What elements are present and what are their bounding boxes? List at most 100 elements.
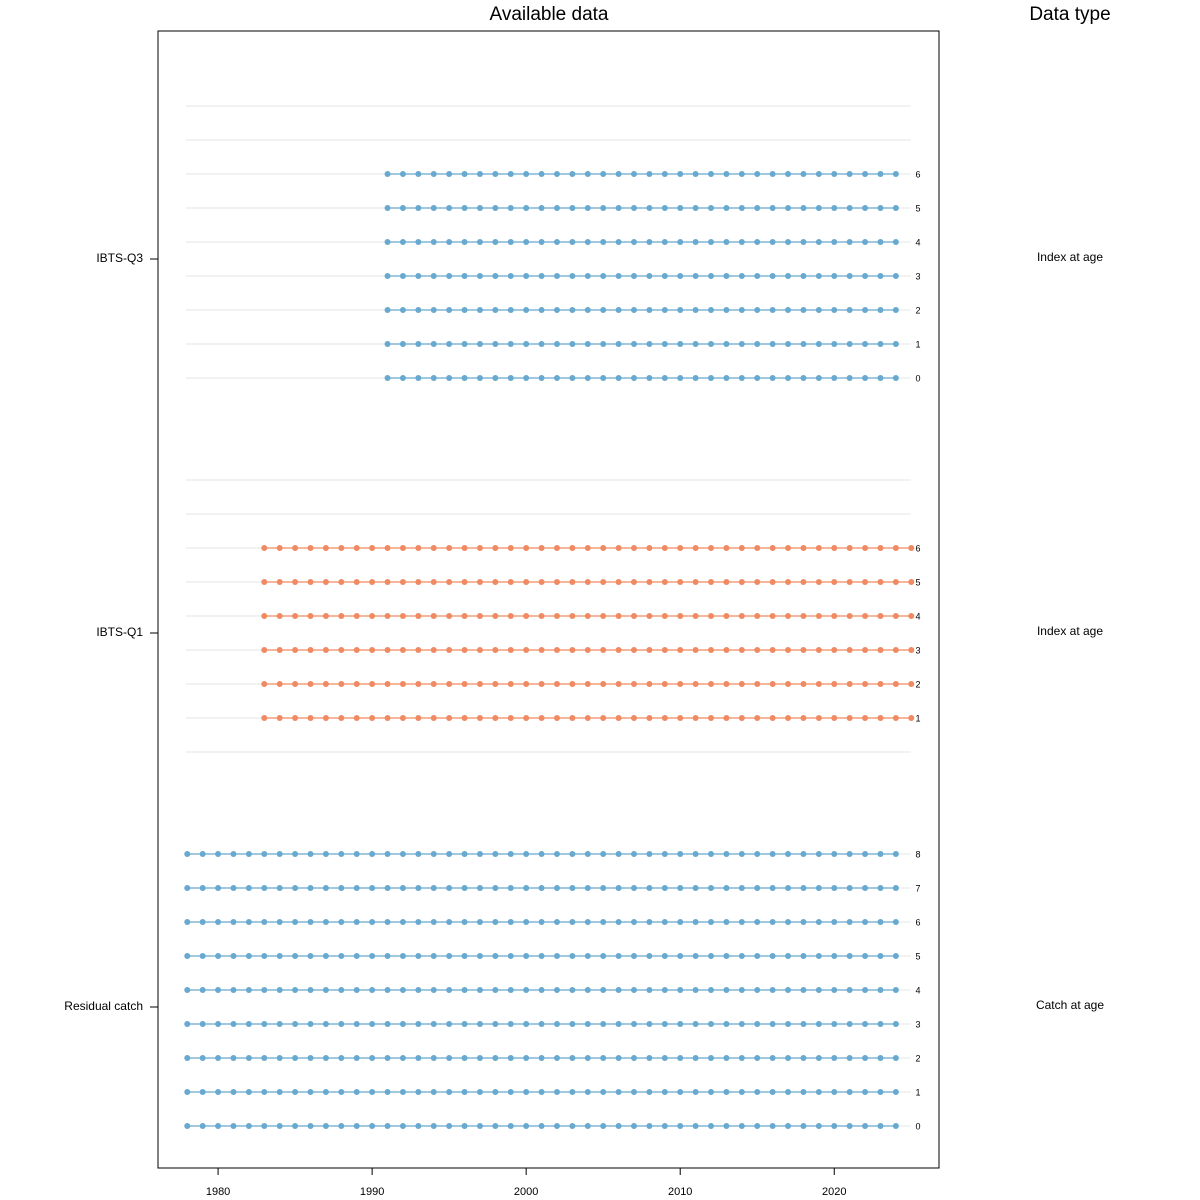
year-dot [692, 579, 699, 585]
year-dot [307, 715, 314, 721]
year-dot [584, 647, 591, 653]
year-dot [846, 987, 853, 993]
year-dot [261, 715, 268, 721]
year-dot [245, 1021, 252, 1027]
year-dot [476, 885, 483, 891]
year-dot [492, 919, 499, 925]
year-dot [492, 647, 499, 653]
year-dot [769, 987, 776, 993]
year-dot [523, 885, 530, 891]
year-dot [292, 1055, 299, 1061]
year-dot [215, 1089, 222, 1095]
year-dot [846, 205, 853, 211]
year-dot [815, 545, 822, 551]
year-dot [584, 613, 591, 619]
year-dot [553, 545, 560, 551]
year-dot [815, 681, 822, 687]
year-dot [615, 851, 622, 857]
year-dot [430, 579, 437, 585]
year-dot [862, 953, 869, 959]
year-dot [846, 273, 853, 279]
year-dot [754, 1021, 761, 1027]
year-dot [630, 341, 637, 347]
year-dot [199, 953, 206, 959]
year-dot [476, 1021, 483, 1027]
year-dot [846, 919, 853, 925]
year-dot [677, 545, 684, 551]
year-dot [569, 205, 576, 211]
year-dot [692, 953, 699, 959]
year-dot [461, 171, 468, 177]
year-dot [862, 1055, 869, 1061]
year-dot [800, 987, 807, 993]
year-dot [831, 579, 838, 585]
age-label: 4 [915, 985, 920, 995]
year-dot [415, 307, 422, 313]
year-dot [461, 919, 468, 925]
age-label: 5 [915, 577, 920, 587]
year-dot [384, 239, 391, 245]
year-dot [507, 1021, 514, 1027]
year-dot [322, 1123, 329, 1129]
year-dot [476, 987, 483, 993]
year-dot [353, 1089, 360, 1095]
year-dot [399, 647, 406, 653]
year-dot [862, 613, 869, 619]
year-dot [199, 1055, 206, 1061]
year-dot [708, 1089, 715, 1095]
year-dot [785, 273, 792, 279]
year-dot [815, 851, 822, 857]
year-dot [738, 1055, 745, 1061]
year-dot [538, 239, 545, 245]
year-dot [800, 1055, 807, 1061]
year-dot [677, 1021, 684, 1027]
age-label: 3 [915, 1019, 920, 1029]
year-dot [569, 171, 576, 177]
year-dot [276, 681, 283, 687]
year-dot [430, 341, 437, 347]
year-dot [492, 171, 499, 177]
year-dot [877, 1089, 884, 1095]
year-dot [492, 579, 499, 585]
year-dot [430, 613, 437, 619]
year-dot [646, 681, 653, 687]
year-dot [492, 885, 499, 891]
year-dot [785, 171, 792, 177]
year-dot [476, 851, 483, 857]
year-dot [507, 851, 514, 857]
year-dot [353, 851, 360, 857]
year-dot [338, 579, 345, 585]
year-dot [276, 885, 283, 891]
year-dot [877, 715, 884, 721]
year-dot [677, 579, 684, 585]
age-label: 6 [915, 169, 920, 179]
year-dot [292, 885, 299, 891]
year-dot [615, 613, 622, 619]
year-dot [708, 205, 715, 211]
year-dot [538, 1089, 545, 1095]
year-dot [446, 205, 453, 211]
year-dot [723, 375, 730, 381]
year-dot [307, 681, 314, 687]
year-dot [877, 579, 884, 585]
year-dot [507, 579, 514, 585]
year-dot [492, 341, 499, 347]
year-dot [384, 953, 391, 959]
year-dot [415, 885, 422, 891]
year-dot [584, 239, 591, 245]
year-dot [723, 579, 730, 585]
year-dot [815, 885, 822, 891]
year-dot [399, 885, 406, 891]
year-dot [892, 1123, 899, 1129]
year-dot [538, 1055, 545, 1061]
year-dot [276, 715, 283, 721]
year-dot [492, 307, 499, 313]
year-dot [877, 545, 884, 551]
year-dot [769, 1055, 776, 1061]
year-dot [446, 953, 453, 959]
year-dot [677, 341, 684, 347]
year-dot [584, 205, 591, 211]
year-dot [553, 681, 560, 687]
year-dot [476, 681, 483, 687]
year-dot [723, 1021, 730, 1027]
